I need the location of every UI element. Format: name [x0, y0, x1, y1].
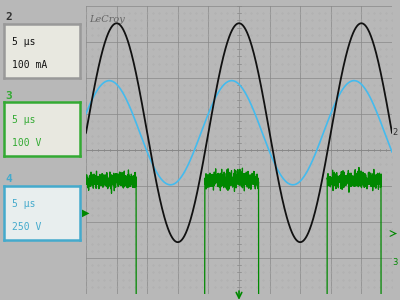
Text: 2: 2	[393, 128, 398, 137]
Text: 5 μs: 5 μs	[12, 37, 35, 47]
Text: LeCroy: LeCroy	[89, 15, 125, 24]
Text: 250 V: 250 V	[12, 221, 41, 232]
Text: 100 mA: 100 mA	[12, 59, 47, 70]
Text: 3: 3	[5, 91, 12, 100]
Text: 4: 4	[5, 175, 12, 184]
Text: 100 V: 100 V	[12, 137, 41, 148]
Text: 3: 3	[393, 258, 398, 267]
Text: 5 μs: 5 μs	[12, 115, 35, 125]
Text: 5 μs: 5 μs	[12, 199, 35, 209]
Text: ▶: ▶	[82, 208, 90, 218]
Text: 2: 2	[5, 13, 12, 22]
